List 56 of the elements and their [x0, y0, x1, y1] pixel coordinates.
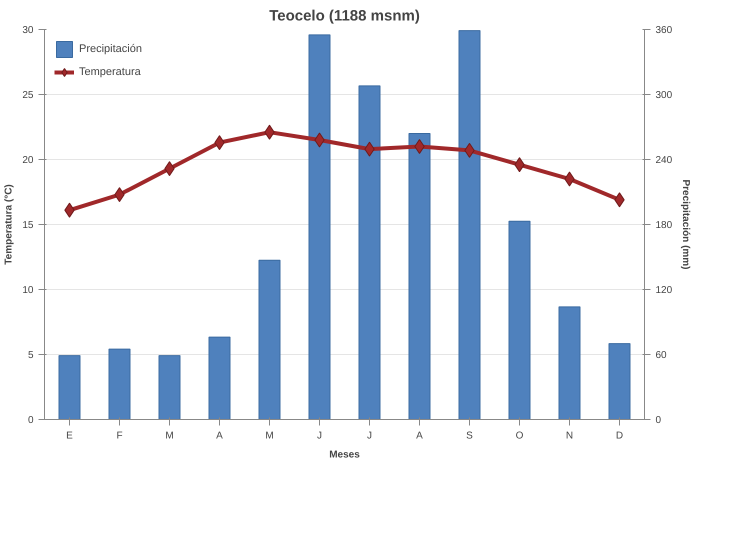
- point: [314, 132, 325, 148]
- y-tick-label: 5: [28, 350, 34, 361]
- y2-tick-label: 0: [656, 415, 662, 426]
- y2-tick-label: 120: [656, 285, 673, 296]
- x-tick-label: M: [265, 430, 274, 442]
- point: [614, 192, 625, 208]
- point: [414, 139, 425, 154]
- bar: [558, 306, 580, 420]
- point: [364, 142, 375, 157]
- bar: [358, 85, 380, 420]
- point: [164, 161, 175, 176]
- y-tick-label: 0: [28, 415, 34, 426]
- x-tick-label: A: [216, 430, 224, 442]
- bar: [458, 30, 480, 420]
- point: [114, 187, 125, 202]
- x-axis-title: Meses: [329, 450, 360, 460]
- bar: [408, 133, 430, 420]
- point: [464, 142, 475, 158]
- y2-tick-label: 360: [656, 25, 673, 36]
- x-tick-label: N: [566, 430, 574, 442]
- bar: [308, 34, 330, 420]
- y-tick-label: 20: [22, 155, 34, 166]
- x-tick-label: O: [516, 430, 524, 442]
- x-tick-label: A: [416, 430, 424, 442]
- y2-axis-title: Precipitación (mm): [680, 179, 692, 270]
- y2-tick-label: 240: [656, 155, 673, 166]
- point: [514, 157, 525, 172]
- y2-tick-label: 180: [656, 220, 673, 231]
- chart-title: Teocelo (1188 msnm): [269, 8, 420, 24]
- point: [64, 202, 75, 218]
- y-axis-title: Temperatura (°C): [3, 184, 14, 265]
- x-tick-label: J: [367, 430, 372, 442]
- x-tick-label: E: [66, 430, 74, 442]
- x-tick-label: M: [165, 430, 174, 442]
- bar: [608, 343, 630, 420]
- y2-tick-label: 300: [656, 90, 673, 101]
- legend-label: Precipitación: [79, 43, 142, 55]
- y-tick-label: 25: [22, 90, 34, 101]
- x-tick-label: F: [116, 430, 123, 442]
- y-tick-label: 30: [22, 25, 34, 36]
- bar: [158, 355, 180, 420]
- y-tick-label: 15: [22, 220, 34, 231]
- x-tick-label: D: [616, 430, 624, 442]
- bar: [58, 355, 80, 420]
- legend-label: Temperatura: [79, 66, 141, 78]
- y2-tick-label: 60: [656, 350, 668, 361]
- point: [564, 172, 575, 186]
- point: [214, 135, 225, 150]
- bar: [258, 260, 280, 420]
- x-tick-label: S: [466, 430, 474, 442]
- point: [264, 124, 275, 140]
- bar: [208, 336, 230, 420]
- bar: [508, 220, 530, 420]
- x-tick-label: J: [317, 430, 322, 442]
- bar: [108, 348, 130, 420]
- y-tick-label: 10: [22, 285, 34, 296]
